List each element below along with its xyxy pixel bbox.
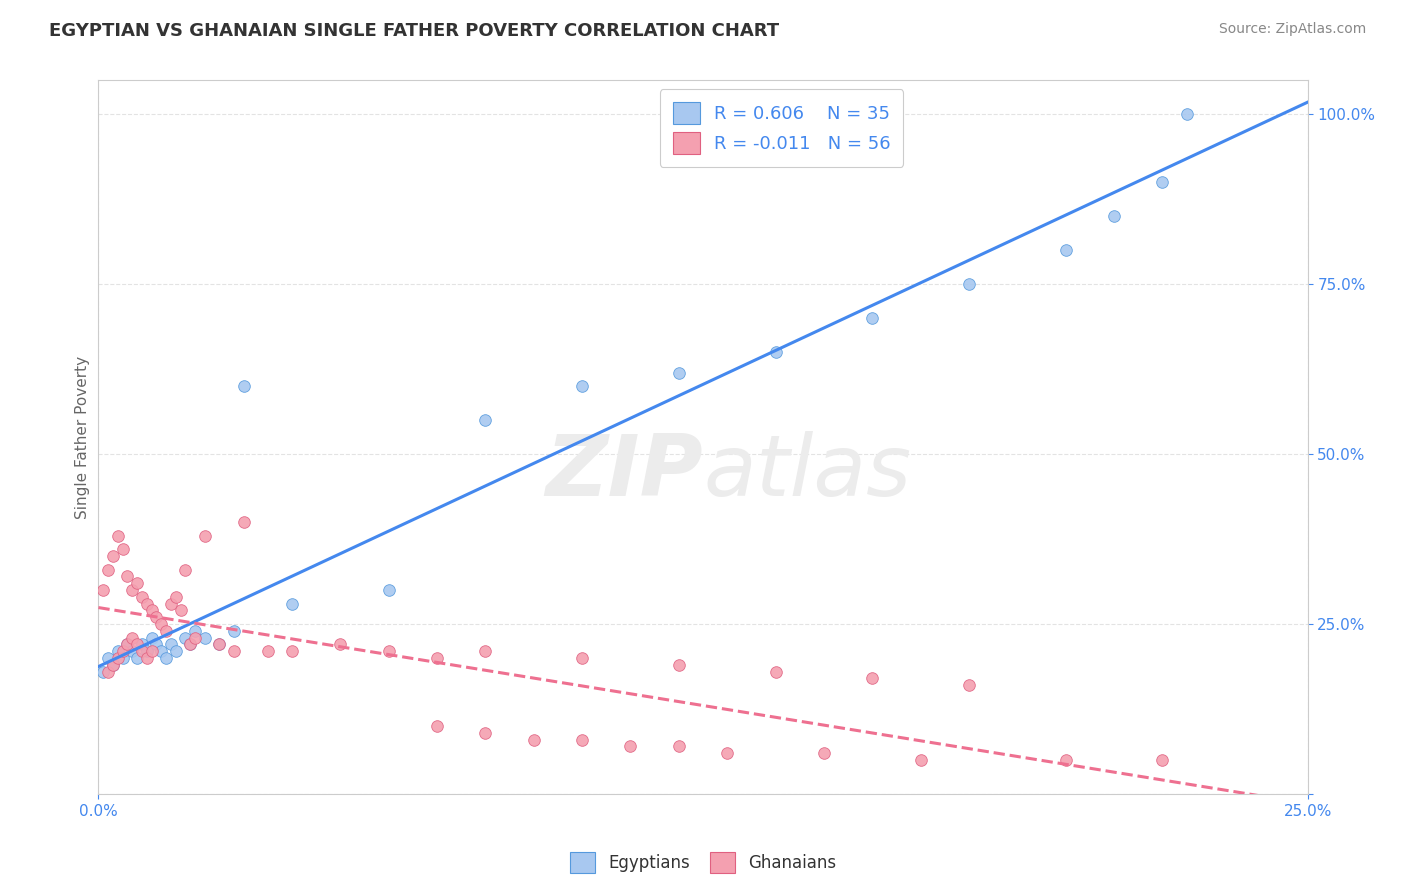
Point bbox=[571, 651, 593, 665]
Point bbox=[150, 644, 173, 658]
Point bbox=[141, 644, 163, 658]
Point bbox=[1152, 175, 1174, 189]
Point bbox=[107, 644, 129, 658]
Point bbox=[101, 657, 124, 672]
Point bbox=[194, 528, 217, 542]
Point bbox=[426, 651, 449, 665]
Point bbox=[1102, 209, 1125, 223]
Point bbox=[1054, 753, 1077, 767]
Point bbox=[1152, 753, 1174, 767]
Point bbox=[101, 549, 124, 563]
Text: EGYPTIAN VS GHANAIAN SINGLE FATHER POVERTY CORRELATION CHART: EGYPTIAN VS GHANAIAN SINGLE FATHER POVER… bbox=[49, 22, 779, 40]
Point bbox=[155, 624, 177, 638]
Point bbox=[165, 590, 187, 604]
Point bbox=[165, 644, 187, 658]
Point bbox=[121, 644, 143, 658]
Point bbox=[329, 637, 352, 651]
Point bbox=[131, 637, 153, 651]
Point bbox=[135, 597, 157, 611]
Point bbox=[910, 753, 932, 767]
Point bbox=[131, 590, 153, 604]
Point bbox=[571, 379, 593, 393]
Point bbox=[135, 644, 157, 658]
Point bbox=[145, 610, 167, 624]
Point bbox=[127, 637, 149, 651]
Point bbox=[813, 746, 835, 760]
Point bbox=[208, 637, 231, 651]
Point bbox=[184, 624, 207, 638]
Point bbox=[765, 665, 787, 679]
Point bbox=[111, 542, 134, 557]
Point bbox=[860, 671, 883, 685]
Point bbox=[117, 637, 139, 651]
Point bbox=[765, 345, 787, 359]
Point bbox=[208, 637, 231, 651]
Point bbox=[107, 528, 129, 542]
Point bbox=[121, 631, 143, 645]
Point bbox=[145, 637, 167, 651]
Point bbox=[117, 637, 139, 651]
Point bbox=[179, 637, 201, 651]
Point bbox=[281, 644, 304, 658]
Point bbox=[426, 719, 449, 733]
Point bbox=[377, 582, 399, 597]
Point bbox=[668, 366, 690, 380]
Point bbox=[174, 563, 197, 577]
Point bbox=[474, 644, 496, 658]
Point bbox=[523, 732, 546, 747]
Point bbox=[1054, 243, 1077, 257]
Point bbox=[135, 651, 157, 665]
Point bbox=[127, 651, 149, 665]
Legend: Egyptians, Ghanaians: Egyptians, Ghanaians bbox=[562, 846, 844, 880]
Point bbox=[957, 678, 980, 692]
Point bbox=[377, 644, 399, 658]
Text: atlas: atlas bbox=[703, 431, 911, 515]
Point bbox=[141, 631, 163, 645]
Point bbox=[117, 569, 139, 583]
Point bbox=[194, 631, 217, 645]
Point bbox=[97, 651, 120, 665]
Point bbox=[141, 603, 163, 617]
Point bbox=[619, 739, 641, 754]
Point bbox=[474, 725, 496, 739]
Point bbox=[155, 651, 177, 665]
Legend: R = 0.606    N = 35, R = -0.011   N = 56: R = 0.606 N = 35, R = -0.011 N = 56 bbox=[659, 89, 903, 167]
Point bbox=[169, 603, 191, 617]
Point bbox=[101, 657, 124, 672]
Point bbox=[222, 624, 245, 638]
Point bbox=[97, 665, 120, 679]
Point bbox=[107, 651, 129, 665]
Point bbox=[668, 739, 690, 754]
Point bbox=[111, 644, 134, 658]
Point bbox=[160, 597, 183, 611]
Point bbox=[111, 651, 134, 665]
Point bbox=[91, 665, 114, 679]
Point bbox=[184, 631, 207, 645]
Y-axis label: Single Father Poverty: Single Father Poverty bbox=[75, 356, 90, 518]
Point bbox=[256, 644, 278, 658]
Point bbox=[474, 413, 496, 427]
Point bbox=[131, 644, 153, 658]
Point bbox=[91, 582, 114, 597]
Point bbox=[716, 746, 738, 760]
Point bbox=[668, 657, 690, 672]
Text: Source: ZipAtlas.com: Source: ZipAtlas.com bbox=[1219, 22, 1367, 37]
Point bbox=[160, 637, 183, 651]
Point bbox=[232, 379, 254, 393]
Point bbox=[179, 637, 201, 651]
Point bbox=[222, 644, 245, 658]
Point bbox=[121, 582, 143, 597]
Point bbox=[174, 631, 197, 645]
Point bbox=[232, 515, 254, 529]
Point bbox=[127, 576, 149, 591]
Point bbox=[1175, 107, 1198, 121]
Point bbox=[860, 311, 883, 326]
Point bbox=[97, 563, 120, 577]
Point bbox=[281, 597, 304, 611]
Point bbox=[150, 617, 173, 632]
Point bbox=[957, 277, 980, 292]
Text: ZIP: ZIP bbox=[546, 431, 703, 515]
Point bbox=[571, 732, 593, 747]
